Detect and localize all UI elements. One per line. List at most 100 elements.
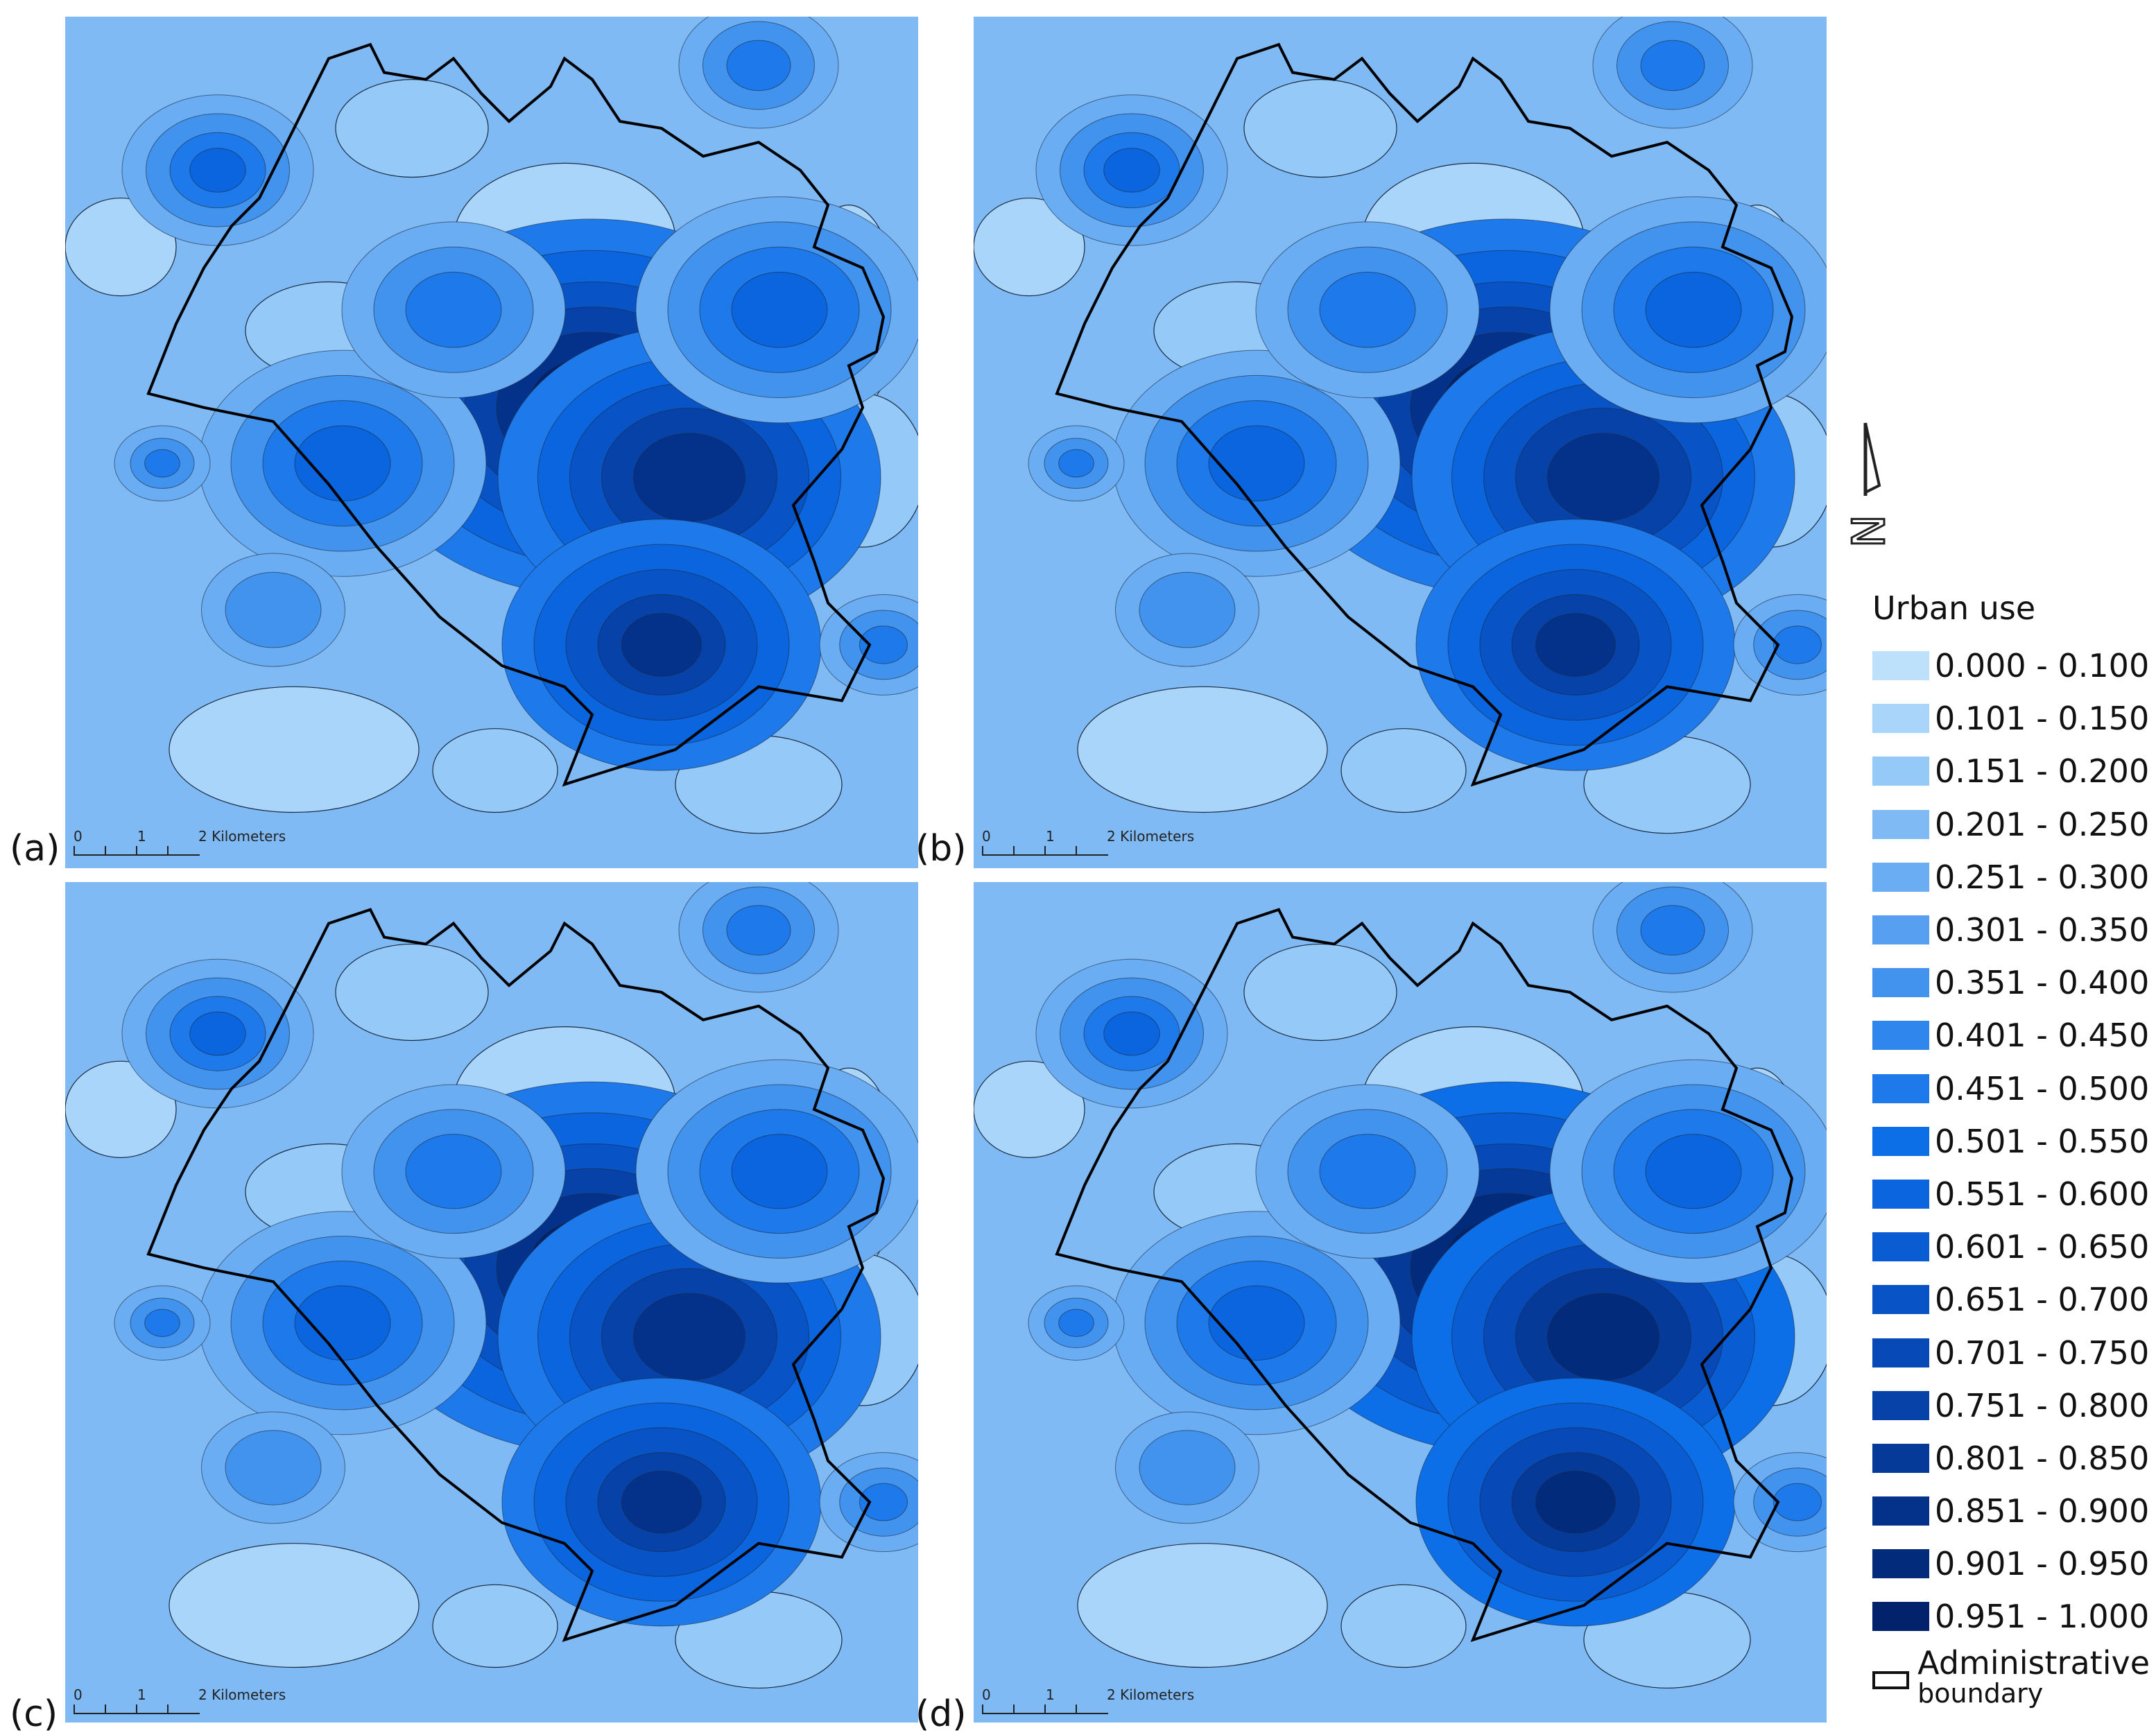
legend-label: 0.201 - 0.250 (1935, 805, 2150, 843)
north-letter: N (1845, 515, 1895, 548)
map-panel-b (974, 17, 1827, 868)
legend-item: 0.301 - 0.350 (1872, 904, 2150, 956)
scale-unit: 2 Kilometers (1107, 1686, 1195, 1703)
boundary-subtitle: boundary (1917, 1677, 2044, 1709)
legend-item: 0.601 - 0.650 (1872, 1220, 2150, 1273)
legend-label: 0.301 - 0.350 (1935, 911, 2150, 949)
legend-item: 0.101 - 0.150 (1872, 692, 2150, 745)
scale-unit: 2 Kilometers (198, 828, 286, 845)
legend-item: 0.501 - 0.550 (1872, 1115, 2150, 1168)
legend-swatch (1872, 915, 1929, 945)
legend-swatch (1872, 968, 1929, 998)
legend-swatch (1872, 1232, 1929, 1262)
legend-label: 0.451 - 0.500 (1935, 1069, 2150, 1107)
legend-label: 0.701 - 0.750 (1935, 1333, 2150, 1372)
legend-label: 0.101 - 0.150 (1935, 700, 2150, 738)
contour-ring (1319, 271, 1416, 348)
contour-ring (633, 1293, 745, 1381)
legend-swatch (1872, 757, 1929, 786)
density-surface (65, 17, 918, 868)
contour-ring (859, 625, 908, 664)
scale-zero: 0 (982, 1686, 991, 1703)
legend-swatch (1872, 1338, 1929, 1367)
contour-ring (633, 433, 745, 522)
map-panel-c (65, 882, 918, 1723)
contour-ring (859, 1483, 908, 1521)
scale-one: 1 (1046, 1686, 1055, 1703)
administrative-boundary (1055, 42, 1794, 787)
contour-ring (1547, 433, 1659, 522)
low-density-patch (1340, 1584, 1467, 1668)
contour-ring (1640, 905, 1705, 956)
panel-label-b: (b) (915, 828, 967, 870)
legend-swatch (1872, 1549, 1929, 1579)
contour-ring (1058, 1309, 1094, 1337)
low-density-patch (169, 1543, 420, 1668)
low-density-patch (1340, 728, 1467, 813)
legend-item: 0.251 - 0.300 (1872, 851, 2150, 904)
contour-ring (1139, 571, 1236, 648)
map-panel-a (65, 17, 918, 868)
contour-ring (225, 1430, 322, 1505)
administrative-boundary (1055, 908, 1794, 1642)
low-density-patch (1243, 943, 1397, 1042)
legend-swatch (1872, 1602, 1929, 1632)
administrative-boundary (146, 908, 886, 1642)
legend-swatch (1872, 704, 1929, 734)
legend-item: 0.201 - 0.250 (1872, 798, 2150, 851)
contour-ring (144, 449, 180, 478)
legend-swatch (1872, 1073, 1929, 1103)
boundary-swatch (1872, 1671, 1910, 1689)
legend-swatch (1872, 1390, 1929, 1420)
legend-title: Urban use (1872, 589, 2036, 627)
legend-label: 0.751 - 0.800 (1935, 1386, 2150, 1424)
contour-ring (1058, 449, 1094, 478)
contour-ring (225, 571, 322, 648)
contour-ring (1773, 1483, 1822, 1521)
contour-ring (621, 1470, 702, 1534)
legend-label: 0.551 - 0.600 (1935, 1175, 2150, 1213)
contour-ring (726, 40, 791, 92)
legend-label: 0.801 - 0.850 (1935, 1439, 2150, 1477)
legend-item: 0.751 - 0.800 (1872, 1379, 2150, 1432)
contour-ring (1208, 1285, 1305, 1361)
legend-items: 0.000 - 0.100 0.101 - 0.150 0.151 - 0.200 0… (1872, 639, 2150, 1643)
contour-ring (621, 613, 702, 677)
contour-ring (1319, 1134, 1416, 1209)
contour-ring (405, 271, 502, 348)
low-density-patch (974, 198, 1085, 297)
legend-swatch (1872, 1496, 1929, 1526)
panel-label-d: (d) (915, 1693, 967, 1735)
low-density-patch (974, 1060, 1085, 1158)
legend-item: 0.451 - 0.500 (1872, 1062, 2150, 1115)
scale-one: 1 (137, 1686, 146, 1703)
legend-label: 0.951 - 1.000 (1935, 1598, 2150, 1636)
contour-ring (1645, 1134, 1742, 1209)
contour-ring (731, 1134, 828, 1209)
legend: Urban use 0.000 - 0.100 0.101 - 0.150 0.15… (1872, 589, 2150, 1709)
contour-ring (1103, 148, 1160, 193)
contour-ring (1535, 1470, 1616, 1534)
contour-ring (1773, 625, 1822, 664)
scale-unit: 2 Kilometers (1107, 828, 1195, 845)
scale-one: 1 (1046, 828, 1055, 845)
density-surface (65, 882, 918, 1723)
legend-item: 0.951 - 1.000 (1872, 1590, 2150, 1643)
density-surface (974, 882, 1827, 1723)
legend-label: 0.151 - 0.200 (1935, 752, 2150, 791)
legend-label: 0.401 - 0.450 (1935, 1017, 2150, 1055)
administrative-boundary (146, 42, 886, 787)
contour-ring (189, 1011, 246, 1056)
contour-ring (189, 148, 246, 193)
contour-ring (1535, 613, 1616, 677)
north-arrow-icon: N (1843, 416, 1900, 576)
density-surface (974, 17, 1827, 868)
scale-one: 1 (137, 828, 146, 845)
map-panel-d (974, 882, 1827, 1723)
legend-label: 0.351 - 0.400 (1935, 964, 2150, 1002)
scale-zero: 0 (74, 828, 83, 845)
legend-label: 0.601 - 0.650 (1935, 1228, 2150, 1266)
contour-ring (726, 905, 791, 956)
legend-swatch (1872, 1179, 1929, 1209)
low-density-patch (1243, 78, 1397, 178)
